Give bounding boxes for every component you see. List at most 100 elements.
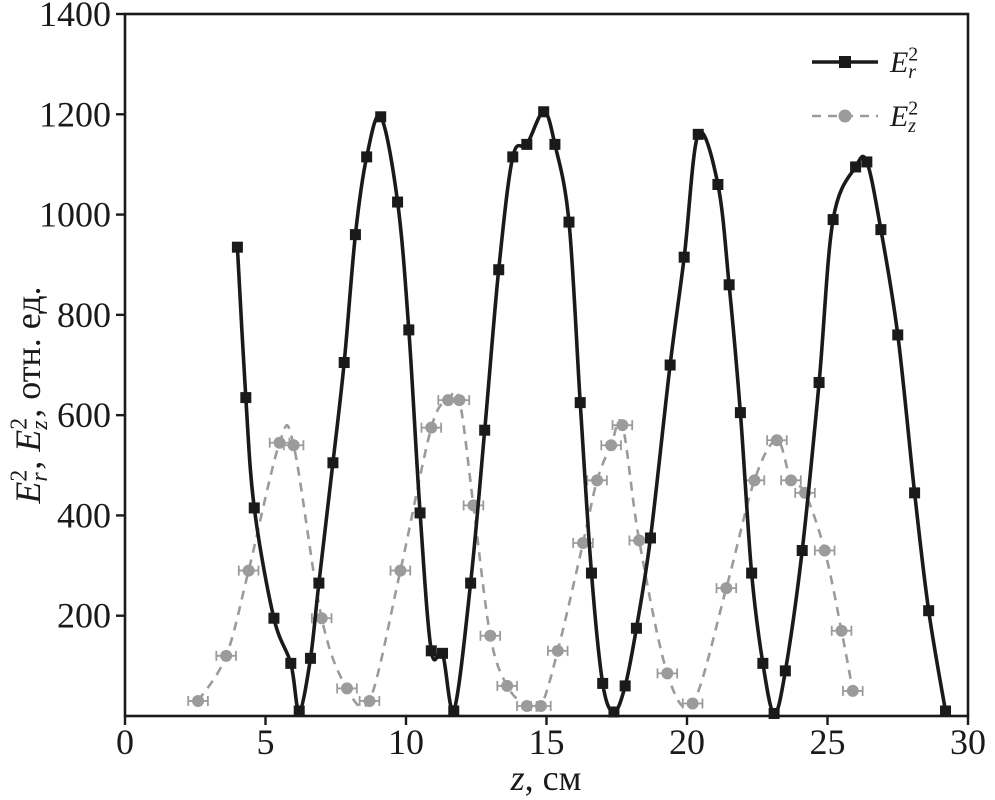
er2-point — [448, 705, 460, 717]
er2-point — [414, 507, 426, 519]
ez2-point — [484, 629, 497, 642]
er2-point — [465, 577, 477, 589]
er2-point — [585, 567, 597, 579]
ez2-point — [340, 682, 353, 695]
legend-label: Ez2 — [889, 98, 918, 137]
er2-point — [678, 251, 690, 263]
ez2-point — [551, 644, 564, 657]
x-tick-label: 30 — [950, 722, 986, 762]
er2-point — [644, 532, 656, 544]
ez2-point — [242, 564, 255, 577]
y-tick-label: 600 — [57, 395, 111, 435]
er2-series — [231, 106, 952, 719]
ez2-point — [591, 474, 604, 487]
x-tick-label: 5 — [257, 722, 275, 762]
er2-point — [507, 151, 519, 163]
er2-point — [521, 138, 533, 150]
ez2-point — [501, 679, 514, 692]
er2-point — [549, 138, 561, 150]
ez2-curve — [196, 389, 855, 713]
ez2-point — [220, 649, 233, 662]
ez2-point — [192, 694, 205, 707]
y-tick-label: 200 — [57, 596, 111, 636]
er2-point — [768, 707, 780, 719]
er2-point — [796, 545, 808, 557]
y-tick-label: 1000 — [39, 195, 111, 235]
er2-point — [861, 156, 873, 168]
er2-point — [375, 111, 387, 123]
er2-point — [403, 324, 415, 336]
ez2-point — [720, 582, 733, 595]
er2-point — [327, 457, 339, 469]
y-tick-label: 1400 — [39, 0, 111, 34]
series-layer — [187, 106, 952, 719]
er2-point — [392, 196, 404, 208]
er2-point — [850, 161, 862, 173]
er2-point — [619, 680, 631, 692]
ez2-point — [686, 697, 699, 710]
er2-point — [923, 605, 935, 617]
ez2-point — [442, 394, 455, 407]
er2-point — [734, 407, 746, 419]
er2-point — [240, 392, 252, 404]
x-tick-label: 0 — [116, 722, 134, 762]
er2-point — [746, 567, 758, 579]
ez2-point — [425, 421, 438, 434]
legend-item-ez2: Ez2 — [812, 98, 918, 137]
er2-point — [875, 224, 887, 236]
ez2-point — [818, 544, 831, 557]
svg-text:z, см: z, см — [510, 758, 582, 798]
er2-point — [293, 705, 305, 717]
legend-label: Er2 — [889, 44, 918, 83]
er2-point — [493, 264, 505, 276]
x-tick-label: 10 — [388, 722, 424, 762]
ez2-point — [453, 394, 466, 407]
er2-point — [892, 329, 904, 341]
svg-text:Er2, Ez2, отн. ед.: Er2, Ez2, отн. ед. — [6, 286, 53, 504]
ez2-point — [605, 439, 618, 452]
axis-label-layer: z, см Er2, Ez2, отн. ед. — [6, 286, 581, 798]
ez2-point — [661, 667, 674, 680]
er2-point — [313, 577, 325, 589]
er2-point — [574, 397, 586, 409]
y-tick-label: 800 — [57, 295, 111, 335]
er2-point — [909, 487, 921, 499]
ez2-point — [394, 564, 407, 577]
er2-curve — [235, 110, 948, 716]
ez2-point — [363, 694, 376, 707]
ez2-point — [633, 534, 646, 547]
er2-point — [813, 377, 825, 389]
er2-point — [268, 612, 280, 624]
er2-point — [563, 216, 575, 228]
y-tick-label: 1200 — [39, 94, 111, 134]
er2-point — [940, 705, 952, 717]
ez2-point — [577, 537, 590, 550]
er2-point — [692, 128, 704, 140]
x-axis-title: z, см — [510, 758, 582, 798]
er2-point — [630, 622, 642, 634]
er2-point — [827, 214, 839, 226]
legend-item-er2: Er2 — [812, 44, 918, 83]
ez2-point — [520, 699, 533, 712]
er2-point — [338, 356, 350, 368]
er2-point — [779, 665, 791, 677]
er2-point — [608, 706, 620, 718]
y-axis-title: Er2, Ez2, отн. ед. — [6, 286, 53, 504]
ez2-point — [835, 624, 848, 637]
er2-point — [231, 241, 243, 253]
x-tick-label: 20 — [669, 722, 705, 762]
er2-point — [437, 647, 449, 659]
axis-tick-layer: 0 5 10 15 20 25 30 200 400 600 800 1000 1200 1400 — [39, 0, 986, 762]
ez2-point — [616, 419, 629, 432]
er2-point — [425, 645, 437, 657]
er2-point — [285, 657, 297, 669]
er2-point — [361, 151, 373, 163]
x-tick-label: 25 — [810, 722, 846, 762]
er2-point — [664, 359, 676, 371]
er2-point — [304, 652, 316, 664]
er2-point — [538, 106, 550, 118]
ez2-point — [748, 474, 761, 487]
